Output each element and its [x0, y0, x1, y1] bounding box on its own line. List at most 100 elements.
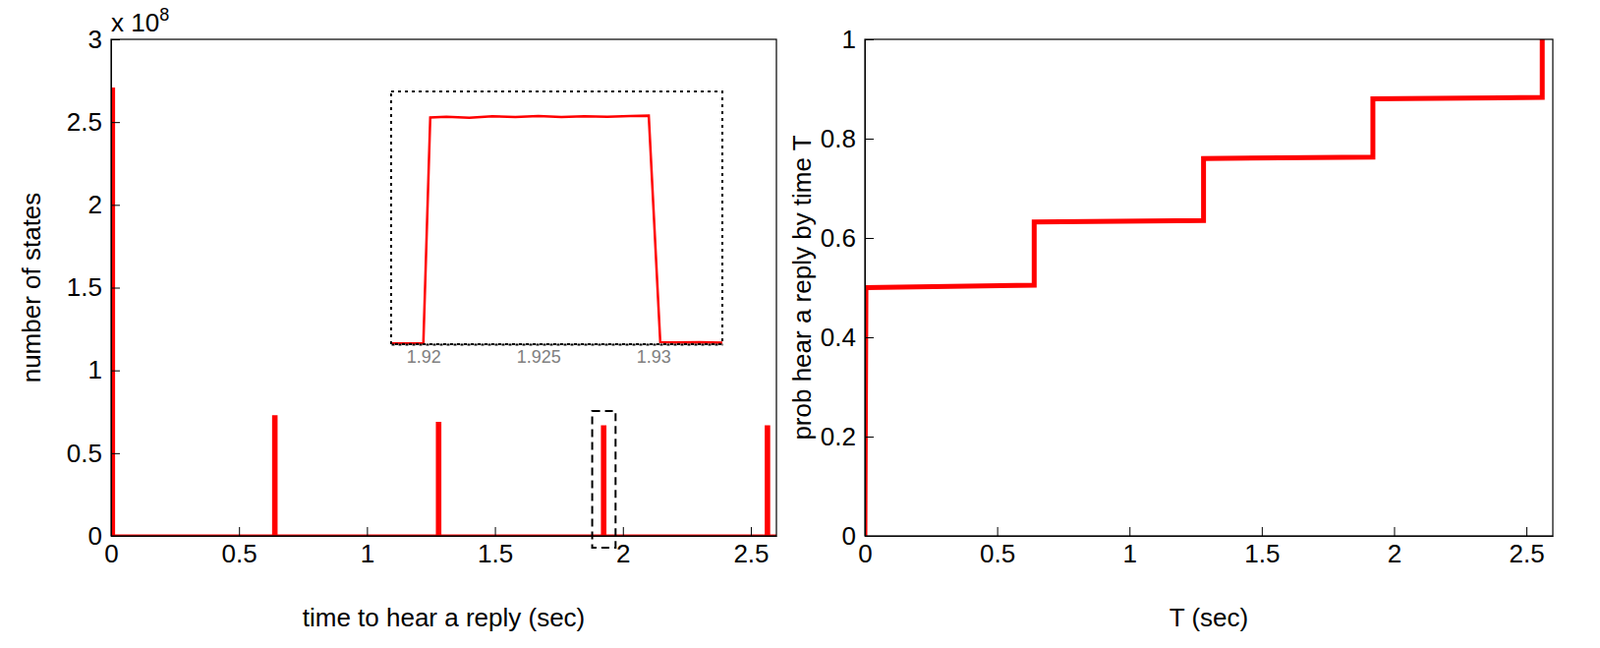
y-tick-mark — [111, 453, 120, 455]
x-tick: 1 — [360, 526, 375, 569]
y-tick-mark — [111, 204, 120, 206]
y-tick-mark — [864, 535, 874, 537]
x-tick-label: 0 — [857, 538, 872, 569]
axis-exponent: x 108 — [111, 4, 170, 38]
x-tick: 1.5 — [1244, 526, 1280, 569]
x-tick-label: 2.5 — [733, 538, 769, 569]
x-tick-mark — [238, 526, 240, 536]
x-tick: 2 — [616, 526, 630, 569]
y-tick-label: 0.8 — [820, 123, 857, 154]
x-tick-mark — [366, 526, 368, 536]
x-tick: 1.92 — [406, 343, 442, 367]
x-axis: 0 0.5 1 1.5 2 2.5 — [104, 526, 777, 569]
plot-area — [111, 89, 777, 537]
data-line — [391, 115, 723, 344]
x-tick-label: 0.5 — [222, 538, 258, 569]
x-axis-title: T (sec) — [1169, 602, 1249, 632]
y-tick-mark — [864, 138, 874, 140]
exponent-power: 8 — [159, 4, 170, 25]
data-line — [111, 89, 777, 537]
y-tick-label: 1 — [88, 354, 103, 385]
x-tick: 1 — [1122, 526, 1137, 569]
x-tick-label: 2 — [616, 538, 630, 569]
x-tick-mark — [1129, 526, 1131, 536]
y-tick: 2 — [88, 189, 120, 220]
plot-frame — [864, 39, 1553, 536]
y-tick-mark — [111, 535, 120, 537]
x-tick: 0.5 — [222, 526, 258, 569]
panel-0: 0 0.5 1 1.5 2 2.5 0 0.5 1 1.5 2 2.5 3 time to hear a … — [16, 4, 778, 632]
y-tick: 0.5 — [66, 438, 120, 468]
y-tick-label: 0 — [842, 520, 857, 551]
y-tick: 0.8 — [820, 123, 874, 154]
x-axis: 0 0.5 1 1.5 2 2.5 — [857, 526, 1553, 569]
y-axis: 0 0.2 0.4 0.6 0.8 1 — [820, 24, 874, 551]
x-tick-label: 2 — [1387, 538, 1402, 569]
y-tick-mark — [111, 370, 120, 372]
y-tick-label: 1 — [842, 24, 857, 55]
y-tick-mark — [864, 237, 874, 239]
x-tick-mark — [1526, 526, 1528, 536]
panel-2: 0 0.5 1 1.5 2 2.5 0 0.2 0.4 0.6 0.8 1 T (sec) prob he… — [787, 24, 1554, 632]
exponent-base: x 10 — [111, 7, 160, 38]
y-tick: 1 — [842, 24, 874, 55]
plot-frame — [391, 91, 723, 344]
y-tick-label: 0 — [88, 520, 103, 551]
y-tick-label: 0.4 — [820, 322, 857, 352]
x-tick-label: 1 — [1122, 538, 1137, 569]
y-axis-title: number of states — [16, 192, 47, 384]
y-tick: 0.4 — [820, 322, 874, 352]
y-tick: 0 — [88, 520, 120, 551]
y-tick-mark — [864, 337, 874, 339]
y-tick: 2.5 — [66, 107, 120, 137]
x-tick: 2.5 — [1508, 526, 1544, 569]
y-tick: 1.5 — [66, 272, 120, 302]
x-axis-line — [865, 535, 1554, 537]
y-tick-label: 2 — [88, 189, 103, 220]
data-line — [864, 39, 1543, 536]
zoom-marker — [592, 410, 617, 548]
x-axis: 1.92 1.925 1.93 — [392, 343, 724, 367]
y-tick-mark — [111, 121, 120, 123]
y-axis-title: prob hear a reply by time T — [787, 134, 817, 440]
panel-1: 1.92 1.925 1.93 — [391, 91, 724, 367]
y-tick: 0.6 — [820, 223, 874, 253]
y-tick-mark — [111, 287, 120, 289]
plot-area — [391, 115, 723, 344]
y-tick-label: 1.5 — [66, 272, 103, 302]
x-tick-label: 1.5 — [477, 538, 514, 569]
y-tick-mark — [111, 39, 120, 41]
plot-frame — [111, 39, 777, 536]
x-tick-mark — [495, 526, 497, 536]
plot-area — [864, 39, 1543, 536]
x-tick-label: 0 — [104, 538, 118, 569]
x-tick-mark — [750, 526, 752, 536]
y-tick-label: 3 — [88, 24, 103, 55]
x-axis-line — [112, 535, 778, 537]
y-tick-label: 0.5 — [66, 438, 103, 468]
y-tick-label: 0.6 — [820, 223, 857, 253]
x-axis-line — [392, 343, 724, 346]
x-tick-label: 1.925 — [516, 346, 562, 367]
x-tick: 1.5 — [477, 526, 514, 569]
x-tick-label: 1.92 — [406, 346, 442, 367]
x-tick: 2 — [1387, 526, 1402, 569]
figure: 0 0.5 1 1.5 2 2.5 0 0.5 1 1.5 2 2.5 3 time to hear a … — [0, 0, 1600, 648]
y-tick: 0.2 — [820, 421, 874, 452]
y-tick-mark — [864, 436, 874, 438]
x-tick-label: 1 — [360, 538, 375, 569]
x-tick-label: 0.5 — [979, 538, 1016, 569]
y-tick-label: 0.2 — [820, 421, 857, 452]
inset-background — [391, 91, 723, 344]
x-tick-mark — [1393, 526, 1395, 536]
x-axis-title: time to hear a reply (sec) — [302, 602, 586, 632]
x-tick-mark — [1261, 526, 1263, 536]
x-tick: 1.925 — [516, 343, 562, 367]
x-tick: 2.5 — [733, 526, 769, 569]
y-axis-line — [864, 40, 866, 537]
y-axis: 0 0.5 1 1.5 2 2.5 3 — [66, 24, 120, 551]
x-tick-label: 1.5 — [1244, 538, 1280, 569]
x-tick: 0.5 — [979, 526, 1016, 569]
x-tick-label: 1.93 — [636, 346, 672, 367]
y-tick-label: 2.5 — [66, 107, 103, 137]
